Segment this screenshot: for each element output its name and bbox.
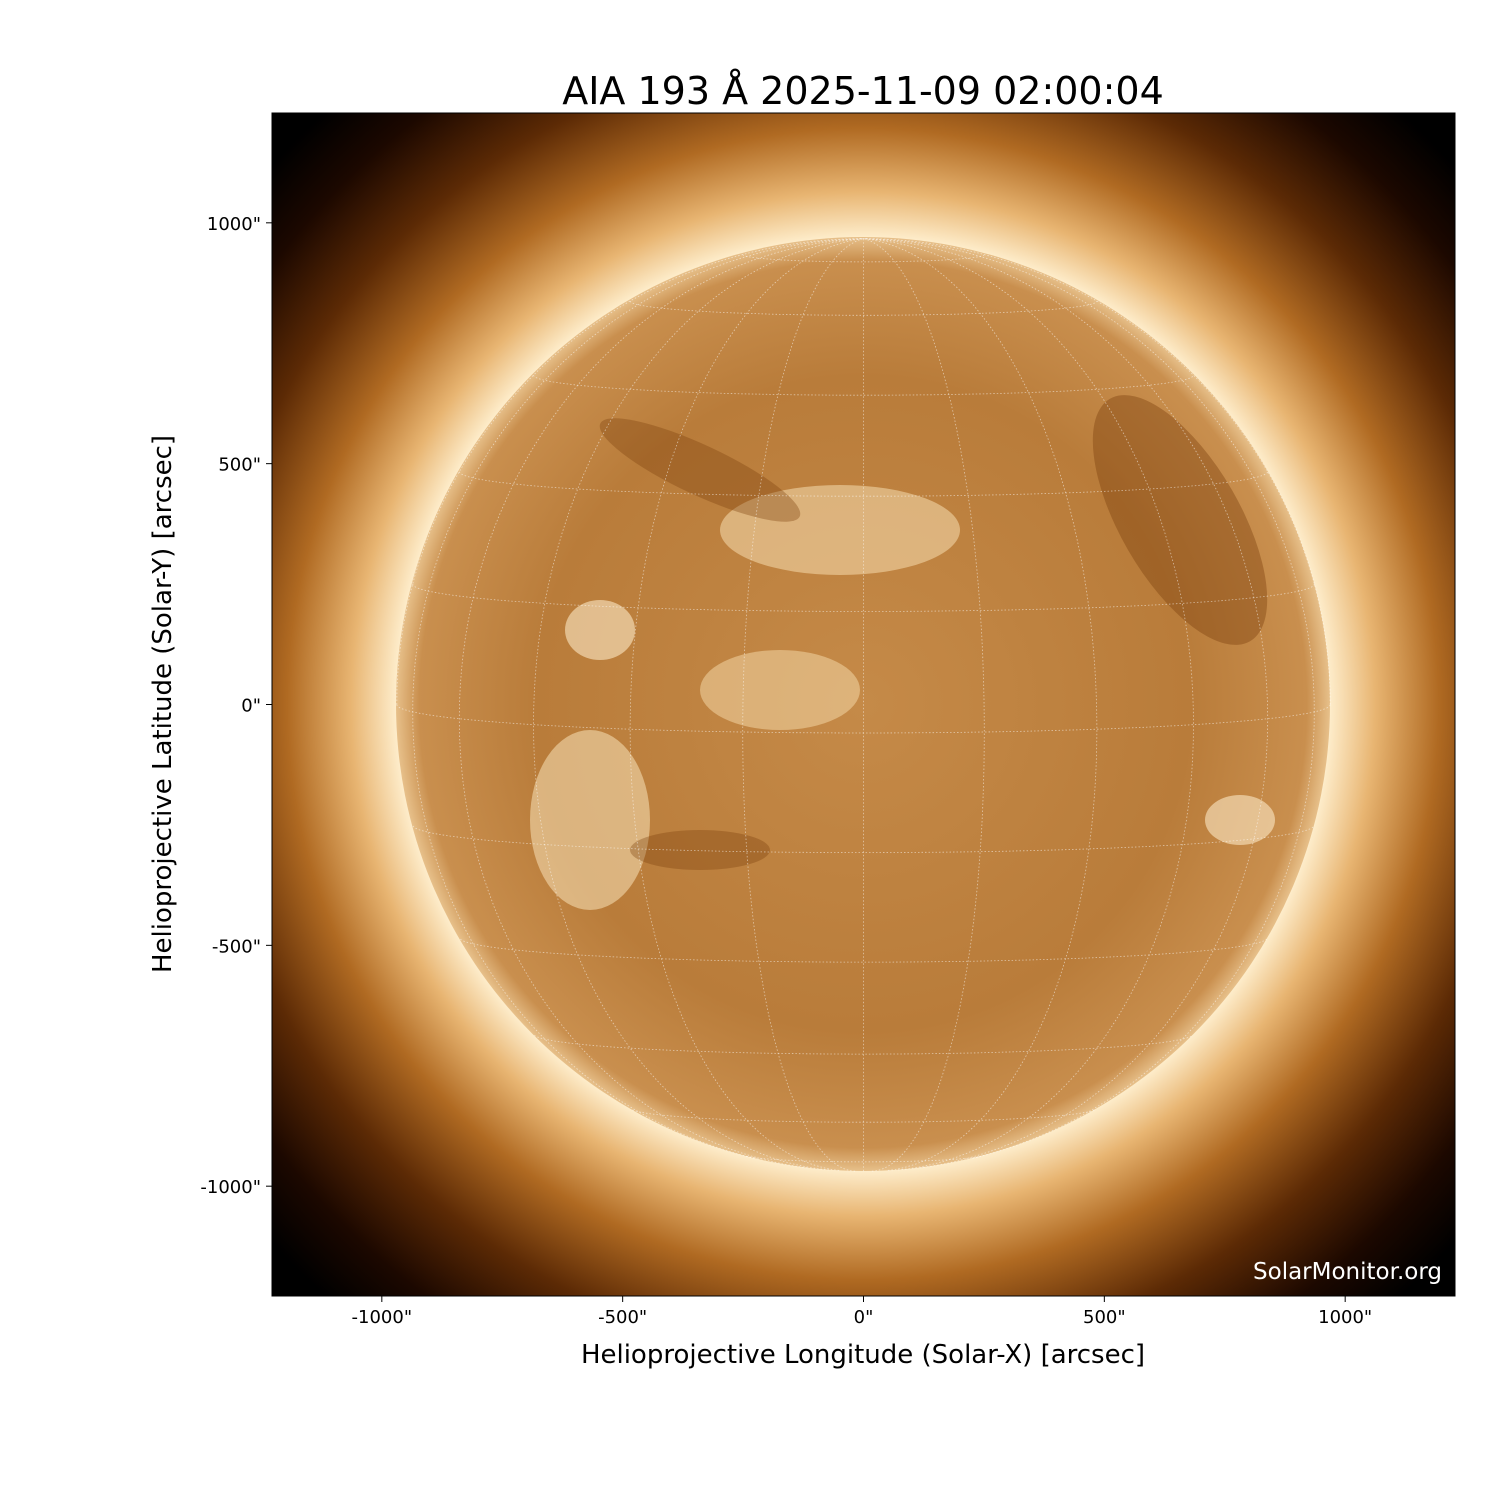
grid-line [458,471,1269,497]
active-region [720,485,960,575]
grid-line [396,704,1331,734]
chart-title: AIA 193 Å 2025-11-09 02:00:04 [562,69,1164,113]
grid-line [629,300,1098,316]
active-region [530,730,650,910]
x-tick-label: -1000" [352,1307,413,1328]
grid-line [460,938,1267,963]
y-tick-label: 0" [241,696,261,717]
y-tick-label: -1000" [200,1177,261,1198]
active-region [565,600,635,660]
features [530,395,1275,910]
filament [599,418,801,522]
grid-line [863,238,1315,1159]
coronal-hole [1092,395,1268,645]
x-axis-label: Helioprojective Longitude (Solar-X) [arc… [581,1340,1145,1370]
heliographic-grid [396,238,1331,1172]
solar-disk [396,237,1330,1171]
grid-line [746,1155,981,1163]
active-region [700,650,860,730]
image-area: SolarMonitor.org [272,113,1455,1296]
grid-line [534,1034,1193,1055]
grid-line [863,238,1098,1171]
x-tick-label: 1000" [1318,1307,1372,1328]
x-tick-label: 500" [1083,1307,1126,1328]
y-axis-label: Helioprojective Latitude (Solar-Y) [arcs… [148,435,178,973]
y-tick-label: 500" [218,455,261,476]
y-tick-label: 1000" [207,214,261,235]
grid-line [632,1109,1095,1123]
y-axis: -1000" -500" 0" 500" 1000" [200,214,272,1198]
grid-line [629,238,864,1171]
watermark: SolarMonitor.org [1253,1259,1442,1285]
x-tick-label: 0" [854,1307,874,1328]
grid-line [412,238,864,1159]
x-tick-label: -500" [598,1307,647,1328]
grid-line [863,238,1331,705]
grid-line [412,825,1315,853]
grid-line [533,374,1194,396]
grid-line [412,583,1315,612]
y-tick-label: -500" [212,936,261,957]
active-region [1205,795,1275,845]
filament [630,830,770,870]
x-axis: -1000" -500" 0" 500" 1000" [352,1296,1372,1328]
